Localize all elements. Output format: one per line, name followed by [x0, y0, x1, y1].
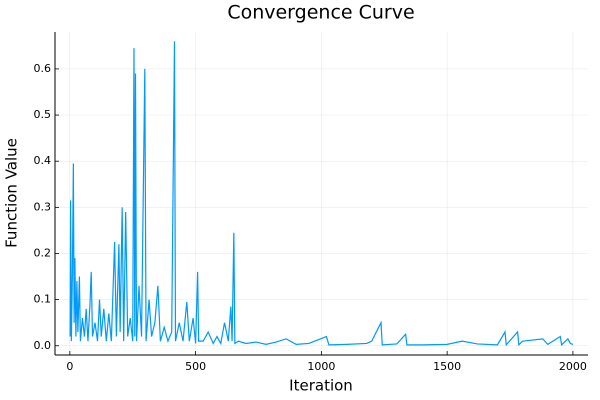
y-tick-label: 0.1	[34, 293, 52, 306]
y-tick-label: 0.5	[34, 108, 52, 121]
x-tick-label: 0	[66, 360, 73, 373]
y-tick-label: 0.2	[34, 246, 52, 259]
x-tick-label: 2000	[559, 360, 587, 373]
y-axis-label: Function Value	[3, 138, 21, 248]
chart-title: Convergence Curve	[227, 2, 414, 24]
y-tick-label: 0.4	[34, 154, 52, 167]
x-tick-label: 1500	[433, 360, 461, 373]
data-line	[69, 41, 574, 347]
x-axis-label: Iteration	[289, 377, 353, 395]
y-tick-label: 0.3	[34, 200, 52, 213]
x-tick-label: 500	[185, 360, 206, 373]
y-tick-label: 0.0	[34, 339, 52, 352]
y-tick-label: 0.6	[34, 62, 52, 75]
x-tick-label: 1000	[307, 360, 335, 373]
